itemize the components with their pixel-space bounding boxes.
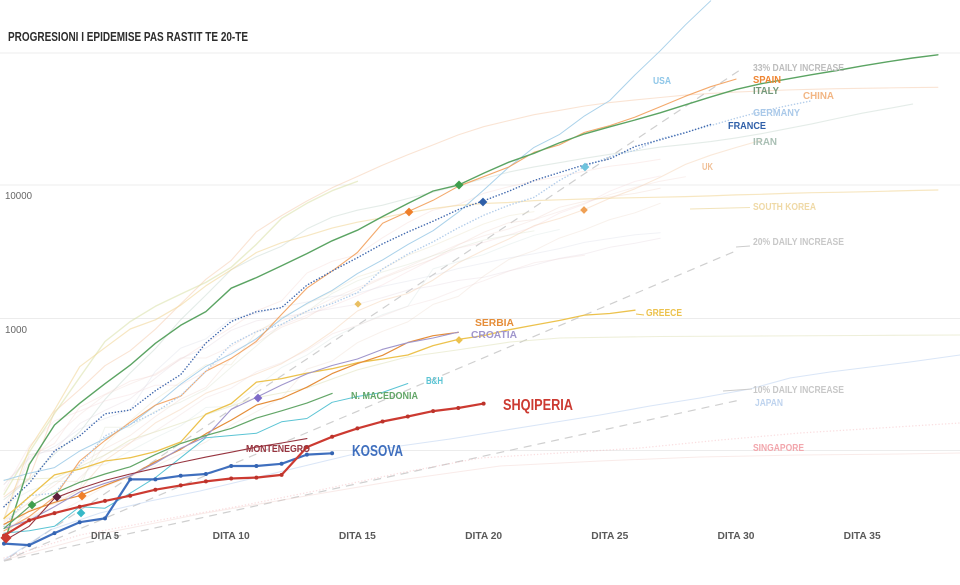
svg-text:SHQIPERIA: SHQIPERIA — [503, 397, 573, 414]
svg-text:SOUTH KOREA: SOUTH KOREA — [753, 201, 816, 213]
svg-text:SERBIA: SERBIA — [475, 317, 514, 329]
svg-text:UK: UK — [702, 161, 713, 173]
svg-text:CROATIA: CROATIA — [471, 329, 517, 341]
svg-text:SINGAPORE: SINGAPORE — [753, 442, 804, 454]
svg-text:GREECE: GREECE — [646, 307, 682, 319]
svg-text:1000: 1000 — [5, 324, 27, 336]
svg-text:DITA 10: DITA 10 — [213, 531, 250, 542]
svg-text:MONTENEGRO: MONTENEGRO — [246, 443, 310, 455]
svg-text:FRANCE: FRANCE — [728, 120, 766, 132]
svg-text:IRAN: IRAN — [753, 136, 777, 148]
svg-text:N. MACEDONIA: N. MACEDONIA — [351, 390, 418, 402]
svg-text:DITA 15: DITA 15 — [339, 531, 376, 542]
svg-text:SPAIN: SPAIN — [753, 74, 781, 86]
svg-text:ITALY: ITALY — [753, 85, 779, 97]
svg-text:KOSOVA: KOSOVA — [352, 443, 403, 460]
svg-text:USA: USA — [653, 75, 671, 87]
svg-text:DITA 35: DITA 35 — [844, 531, 881, 542]
svg-text:33% DAILY INCREASE: 33% DAILY INCREASE — [753, 62, 844, 74]
svg-text:20% DAILY INCREASE: 20% DAILY INCREASE — [753, 236, 844, 248]
svg-text:GERMANY: GERMANY — [753, 107, 800, 119]
svg-text:CHINA: CHINA — [803, 90, 834, 102]
svg-text:10% DAILY INCREASE: 10% DAILY INCREASE — [753, 384, 844, 396]
svg-text:10000: 10000 — [5, 190, 32, 202]
svg-text:B&H: B&H — [426, 375, 443, 387]
svg-text:PROGRESIONI I EPIDEMISE PAS RA: PROGRESIONI I EPIDEMISE PAS RASTIT TE 20… — [8, 30, 248, 44]
svg-text:DITA 30: DITA 30 — [718, 531, 755, 542]
svg-text:DITA 5: DITA 5 — [91, 531, 119, 542]
svg-text:JAPAN: JAPAN — [755, 397, 783, 409]
svg-text:DITA 25: DITA 25 — [591, 531, 628, 542]
svg-text:DITA 20: DITA 20 — [465, 531, 502, 542]
